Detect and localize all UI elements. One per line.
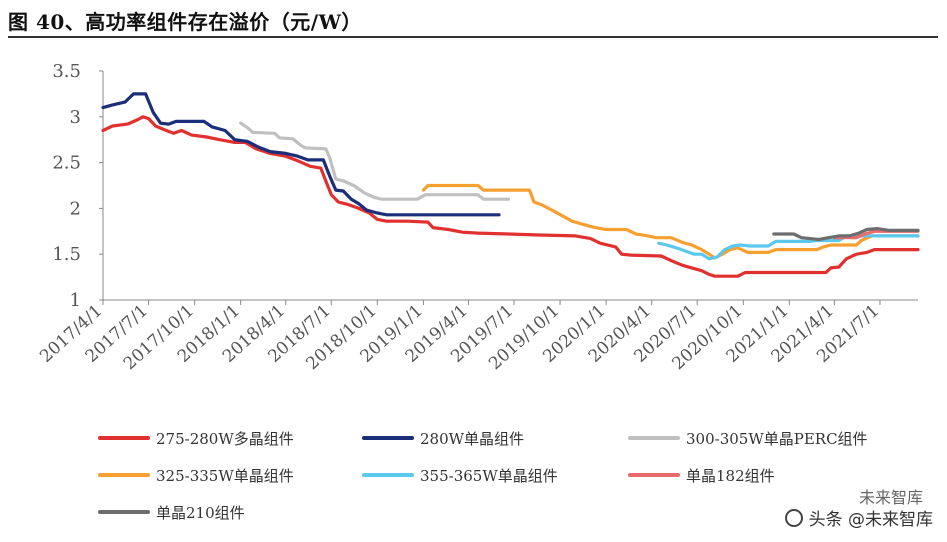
camera-icon [784,508,803,527]
y-tick-label: 1 [70,290,81,311]
legend-item: 325-335W单晶组件 [98,465,294,485]
y-tick-label: 3.5 [52,61,81,82]
legend-label: 275-280W多晶组件 [156,429,294,448]
legend-swatch [98,473,150,477]
legend-item: 275-280W多晶组件 [98,428,294,448]
legend-label: 355-365W单晶组件 [420,466,558,485]
legend-label: 280W单晶组件 [420,429,525,448]
legend-label: 325-335W单晶组件 [156,466,294,485]
y-tick-label: 1.5 [52,244,81,265]
legend-item: 300-305W单晶PERC组件 [628,428,868,448]
series-line [101,115,920,278]
watermark-text: 头条 @未来智库 [808,510,933,530]
legend-swatch [628,436,680,440]
legend-swatch [98,436,150,440]
legend-swatch [98,510,150,514]
y-tick-label: 2 [70,198,81,219]
y-tick-label: 3 [70,107,81,128]
legend-item: 355-365W单晶组件 [362,465,558,485]
watermark-top: 未来智库 [858,488,923,507]
legend-label: 300-305W单晶PERC组件 [686,429,868,448]
series-line [101,92,501,217]
y-tick-label: 2.5 [52,153,81,174]
series-line [772,227,920,242]
watermark: 头条 @未来智库 [784,505,933,530]
title-divider [8,36,938,38]
chart-title: 图 40、高功率组件存在溢价（元/W） [8,10,363,34]
series-line [421,183,920,260]
legend-item: 单晶210组件 [98,502,245,522]
legend-label: 单晶210组件 [156,503,245,522]
legend-swatch [362,473,414,477]
series-line [239,121,511,201]
legend-swatch [628,473,680,477]
legend-item: 单晶182组件 [628,465,775,485]
legend-item: 280W单晶组件 [362,428,524,448]
legend-label: 单晶182组件 [686,466,775,485]
legend-swatch [362,436,414,440]
